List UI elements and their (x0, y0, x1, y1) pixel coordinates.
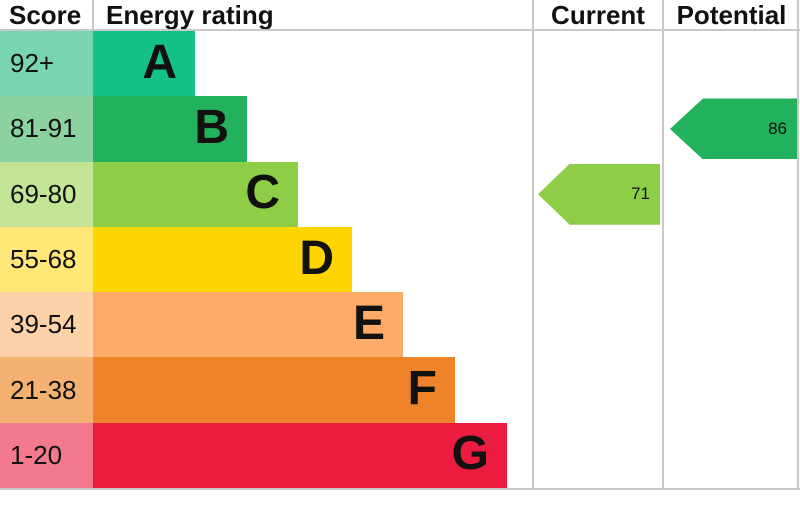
band-letter: F (407, 362, 437, 416)
band-letter: A (142, 35, 177, 89)
band-rows: 92+ A 81-91 B 86 69 (0, 31, 800, 489)
bottom-border-line (0, 488, 800, 490)
potential-cell (663, 357, 800, 422)
bar-cell: G (93, 422, 533, 489)
current-cell (533, 96, 663, 161)
band-row-e: 39-54 E (0, 292, 800, 358)
current-rating-value: 71 (631, 184, 650, 204)
band-row-g: 1-20 G (0, 422, 800, 489)
score-range: 81-91 (0, 96, 93, 162)
current-column-divider (532, 0, 534, 489)
current-cell: 71 (533, 162, 663, 227)
potential-column-divider (662, 0, 664, 489)
energy-rating-column-header: Energy rating (106, 0, 274, 30)
band-bar-g: G (93, 422, 507, 489)
potential-cell (663, 162, 800, 227)
header-row: Score Energy rating Current Potential (0, 0, 800, 31)
band-bar-c: C (93, 161, 298, 227)
bar-cell: C (93, 161, 533, 227)
band-row-a: 92+ A (0, 31, 800, 97)
potential-cell (663, 423, 800, 488)
bar-cell: A (93, 31, 533, 97)
band-bar-e: E (93, 292, 403, 358)
score-range: 55-68 (0, 226, 93, 293)
band-letter: G (451, 427, 489, 481)
band-bar-a: A (93, 31, 195, 97)
right-border-line (797, 0, 799, 489)
bar-cell: B (93, 96, 533, 162)
potential-rating-value: 86 (768, 118, 787, 138)
current-cell (533, 227, 663, 292)
score-range: 92+ (0, 31, 93, 97)
band-letter: C (245, 166, 280, 220)
bar-cell: D (93, 226, 533, 293)
band-letter: D (299, 231, 334, 285)
current-cell (533, 31, 663, 96)
potential-column-header: Potential (676, 0, 787, 30)
potential-cell (663, 31, 800, 96)
band-letter: B (194, 100, 229, 154)
band-bar-f: F (93, 357, 455, 423)
bar-cell: E (93, 292, 533, 358)
band-row-b: 81-91 B 86 (0, 96, 800, 162)
header-divider-line (0, 29, 800, 31)
band-row-c: 69-80 C 71 (0, 161, 800, 227)
current-cell (533, 423, 663, 488)
score-range: 39-54 (0, 292, 93, 358)
potential-cell: 86 (663, 96, 800, 161)
potential-cell (663, 227, 800, 292)
current-cell (533, 357, 663, 422)
score-column-header: Score (9, 0, 82, 30)
potential-rating-arrow: 86 (670, 98, 797, 160)
current-column-header: Current (551, 0, 645, 30)
potential-cell (663, 292, 800, 357)
band-bar-b: B (93, 96, 247, 162)
band-letter: E (352, 296, 385, 350)
score-column-divider (92, 0, 94, 29)
current-rating-arrow: 71 (538, 163, 660, 225)
score-range: 1-20 (0, 422, 93, 489)
band-row-d: 55-68 D (0, 226, 800, 293)
score-range: 21-38 (0, 357, 93, 423)
band-row-f: 21-38 F (0, 357, 800, 423)
current-cell (533, 292, 663, 357)
band-bar-d: D (93, 226, 352, 293)
bar-cell: F (93, 357, 533, 423)
score-range: 69-80 (0, 161, 93, 227)
